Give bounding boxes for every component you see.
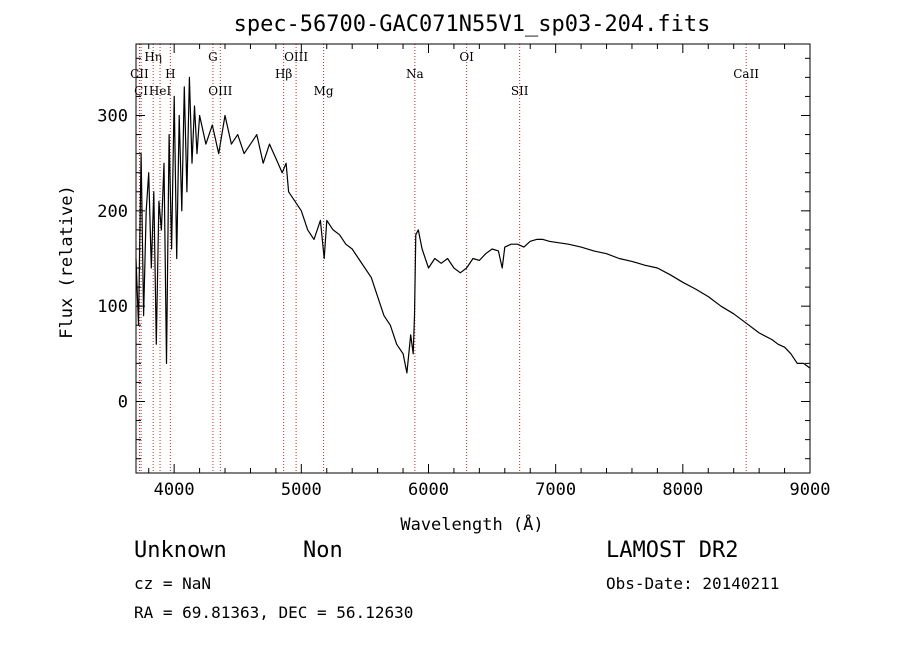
y-tick-label: 200 <box>97 202 128 222</box>
object-subclass: Non <box>303 538 343 563</box>
spectral-line-label: Na <box>406 67 424 81</box>
redshift-text: cz = NaN <box>134 574 212 593</box>
series-layer <box>135 76 811 374</box>
survey-label: LAMOST DR2 <box>606 538 739 563</box>
plot-frame <box>135 43 811 474</box>
x-axis-label: Wavelength (Å) <box>400 513 543 535</box>
spectral-line-label: H <box>165 67 175 81</box>
x-tick-label: 5000 <box>281 480 322 500</box>
chart-title: spec-56700-GAC071N55V1_sp03-204.fits <box>234 12 711 37</box>
spectral-line-label: SII <box>511 84 529 98</box>
spectral-lines: CII CI Hη HeI H G OIII Hβ OIII Mg Na OI SII CaII <box>130 44 759 473</box>
spectral-line-label: Mg <box>314 84 334 98</box>
coordinates-text: RA = 69.81363, DEC = 56.12630 <box>134 603 414 622</box>
y-axis-label: Flux (relative) <box>57 185 77 339</box>
object-class: Unknown <box>134 538 227 563</box>
x-tick-label: 7000 <box>535 480 576 500</box>
y-tick-label: 300 <box>97 107 128 127</box>
spectral-line-label: Hη <box>144 50 162 64</box>
spectral-line-label: Hβ <box>275 67 292 81</box>
spectral-line-label: OIII <box>208 84 232 98</box>
y-tick-label: 0 <box>118 393 128 413</box>
spectral-line-label: CII <box>130 67 149 81</box>
axis-ticks: 4000 5000 6000 7000 8000 9000 0 100 200 300 <box>97 44 830 500</box>
spectral-line-label: HeI <box>149 84 172 98</box>
x-tick-label: 8000 <box>662 480 703 500</box>
spectral-line-label: OIII <box>284 50 308 64</box>
obs-date-text: Obs-Date: 20140211 <box>606 574 780 593</box>
spectral-line-label: OI <box>459 50 474 64</box>
x-tick-label: 6000 <box>408 480 449 500</box>
spectral-line-label: CI <box>134 84 148 98</box>
x-tick-label: 4000 <box>154 480 195 500</box>
x-tick-label: 9000 <box>790 480 831 500</box>
spectral-line-label: G <box>208 50 218 64</box>
spectrum-series-line <box>135 76 811 374</box>
y-tick-label: 100 <box>97 297 128 317</box>
spectral-line-label: CaII <box>733 67 759 81</box>
